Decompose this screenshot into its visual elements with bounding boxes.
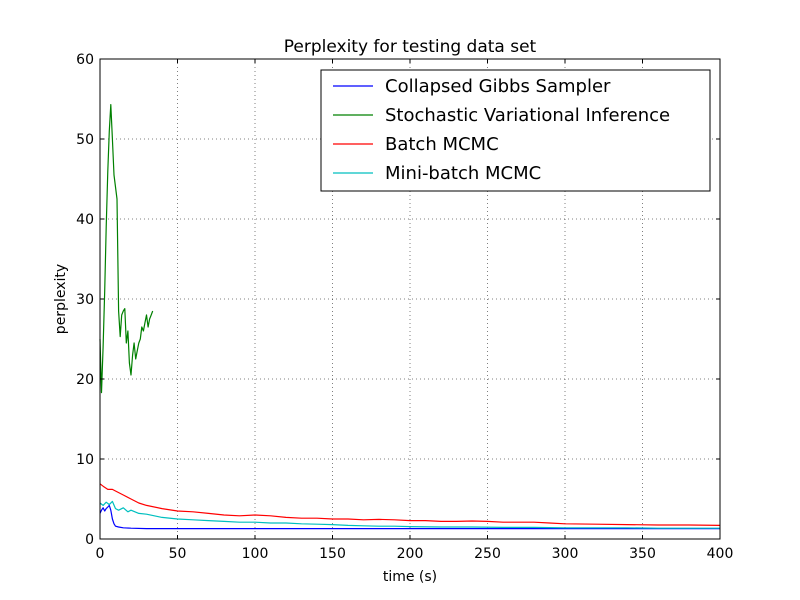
series-line-1	[99, 504, 720, 530]
legend-label: Mini-batch MCMC	[385, 163, 541, 184]
x-tick-label: 100	[242, 546, 269, 562]
legend: Collapsed Gibbs Sampler Stochastic Variat…	[320, 69, 711, 192]
x-tick-label: 200	[397, 546, 424, 562]
series-layer	[99, 103, 721, 530]
x-tick-label: 300	[552, 546, 579, 562]
legend-label: Stochastic Variational Inference	[385, 105, 670, 126]
x-tick-label: 250	[474, 546, 501, 562]
y-tick-label: 20	[76, 372, 94, 388]
x-tick-label: 0	[96, 546, 105, 562]
legend-box	[320, 69, 711, 192]
x-tick-label: 350	[629, 546, 656, 562]
series-line-3	[99, 483, 721, 526]
series-line-4	[99, 500, 720, 529]
y-tick-label: 50	[76, 132, 94, 148]
x-axis-label: time (s)	[383, 569, 437, 585]
y-axis-label: perplexity	[53, 264, 69, 334]
y-tick-label: 10	[76, 452, 94, 468]
y-tick-label: 30	[76, 292, 94, 308]
y-tick-label: 0	[85, 532, 94, 548]
y-tick-label: 40	[76, 212, 94, 228]
ticks: 0 50 100 150 200 250 300 350 400 0 10 20 30 40 50 60	[76, 52, 733, 562]
chart-title: Perplexity for testing data set	[284, 37, 537, 57]
x-tick-label: 150	[319, 546, 346, 562]
legend-label: Batch MCMC	[385, 134, 499, 155]
x-tick-label: 400	[707, 546, 734, 562]
series-line-2	[99, 103, 154, 394]
legend-label: Collapsed Gibbs Sampler	[385, 76, 611, 97]
y-tick-label: 60	[76, 52, 94, 68]
x-tick-label: 50	[169, 546, 187, 562]
